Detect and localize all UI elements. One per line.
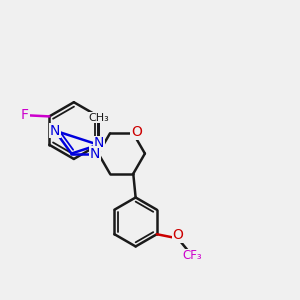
Text: N: N bbox=[50, 124, 60, 138]
Text: F: F bbox=[21, 108, 29, 122]
Text: CF₃: CF₃ bbox=[182, 249, 202, 262]
Text: N: N bbox=[94, 136, 104, 150]
Text: O: O bbox=[131, 125, 142, 139]
Text: N: N bbox=[89, 146, 100, 161]
Text: CH₃: CH₃ bbox=[88, 112, 109, 123]
Text: O: O bbox=[172, 228, 183, 242]
